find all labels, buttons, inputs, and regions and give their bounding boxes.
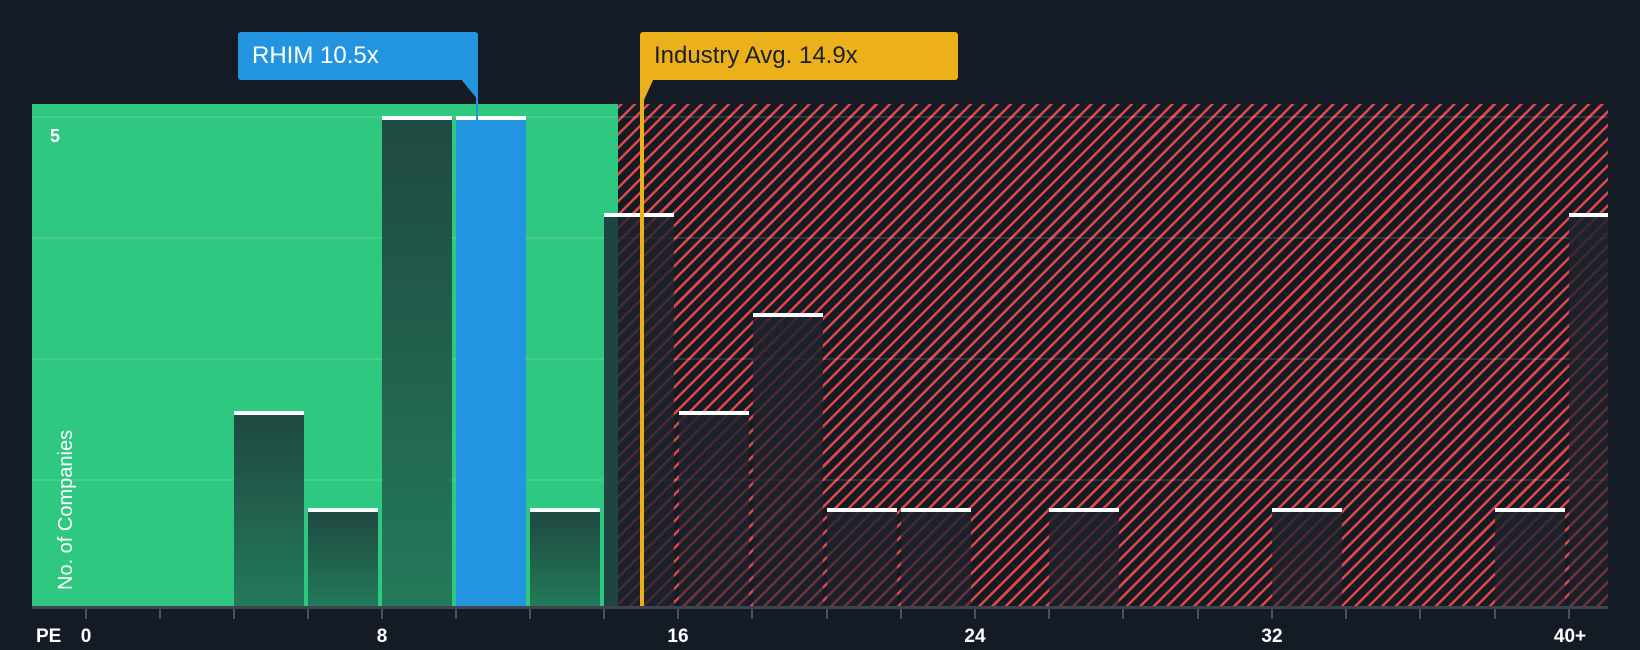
x-tick — [1197, 609, 1199, 619]
company-callout-pointer — [460, 78, 478, 120]
bar-cap — [1049, 508, 1119, 512]
bar-6-8[interactable] — [308, 508, 378, 607]
x-tick — [85, 609, 87, 619]
bar-cap — [604, 213, 674, 217]
x-tick-label-16: 16 — [667, 626, 689, 647]
x-tick-label-8: 8 — [376, 626, 388, 647]
x-tick — [1122, 609, 1124, 619]
y-tick-5: 5 — [50, 126, 61, 146]
x-tick — [307, 609, 309, 619]
company-pe-callout: RHIM 10.5x — [238, 32, 478, 80]
x-tick-label-24: 24 — [964, 626, 986, 647]
x-tick-label-32: 32 — [1261, 626, 1283, 647]
bar-cap — [901, 508, 971, 512]
x-tick — [1419, 609, 1421, 619]
y-axis-title: No. of Companies — [55, 429, 77, 590]
x-tick-label-40-plus: 40+ — [1553, 626, 1587, 647]
gridline — [32, 116, 1608, 118]
bar-4-6[interactable] — [234, 411, 304, 607]
industry-average-line — [640, 68, 644, 606]
bar-cap — [382, 116, 452, 120]
x-tick — [603, 609, 605, 619]
plot-area — [32, 104, 1608, 607]
x-axis-line — [32, 606, 1608, 609]
x-tick — [381, 609, 383, 619]
x-tick — [233, 609, 235, 619]
bar-22-24[interactable] — [901, 508, 971, 607]
bar-40-plus[interactable] — [1569, 213, 1608, 607]
x-tick — [455, 609, 457, 619]
x-tick — [1048, 609, 1050, 619]
bar-8-10[interactable] — [382, 116, 452, 607]
bar-12-14[interactable] — [530, 508, 600, 607]
x-tick — [529, 609, 531, 619]
x-tick — [1568, 609, 1570, 619]
bar-10-12-company[interactable] — [456, 116, 526, 607]
industry-average-label: Industry Avg. 14.9x — [654, 42, 858, 69]
company-pe-label: RHIM 10.5x — [252, 42, 379, 69]
bar-14-16[interactable] — [604, 213, 674, 607]
bar-cap — [1495, 508, 1565, 512]
bar-cap — [456, 116, 526, 120]
bar-cap — [827, 508, 897, 512]
industry-average-callout: Industry Avg. 14.9x — [640, 32, 958, 80]
x-axis-title: PE — [36, 626, 62, 647]
x-tick — [826, 609, 828, 619]
bar-20-22[interactable] — [827, 508, 897, 607]
x-tick — [974, 609, 976, 619]
bar-cap — [1569, 213, 1608, 217]
bar-18-20[interactable] — [753, 313, 823, 607]
x-tick — [1345, 609, 1347, 619]
x-tick-label-0: 0 — [80, 626, 92, 647]
x-tick — [751, 609, 753, 619]
bar-38-40[interactable] — [1495, 508, 1565, 607]
x-tick — [677, 609, 679, 619]
gridline — [32, 237, 1608, 239]
x-tick — [1494, 609, 1496, 619]
bar-cap — [308, 508, 378, 512]
bar-26-28[interactable] — [1049, 508, 1119, 607]
x-tick — [1271, 609, 1273, 619]
bar-cap — [679, 411, 749, 415]
bar-16-18[interactable] — [679, 411, 749, 607]
bar-32-34[interactable] — [1272, 508, 1342, 607]
bar-cap — [234, 411, 304, 415]
bar-cap — [1272, 508, 1342, 512]
x-tick — [900, 609, 902, 619]
bar-cap — [753, 313, 823, 317]
x-tick — [159, 609, 161, 619]
bar-cap — [530, 508, 600, 512]
industry-callout-pointer — [640, 78, 654, 100]
